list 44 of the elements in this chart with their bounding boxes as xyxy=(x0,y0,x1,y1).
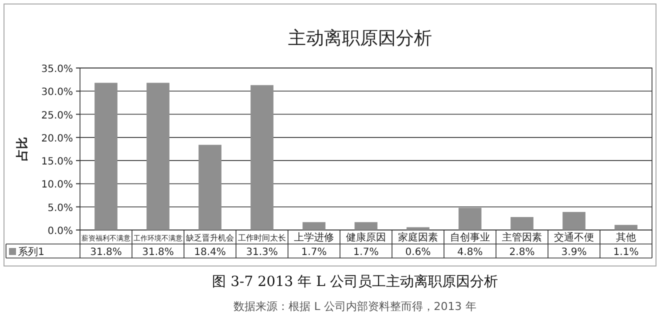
y-tick-label: 5.0% xyxy=(48,202,73,214)
bar xyxy=(198,144,222,230)
y-tick-label: 20.0% xyxy=(41,133,73,144)
x-tick-label: 缺乏晋升机会 xyxy=(186,232,234,242)
y-tick-label: 25.0% xyxy=(41,110,73,122)
data-label: 31.3% xyxy=(246,247,278,258)
x-tick-label: 工作时间太长 xyxy=(238,232,286,242)
y-axis-title: 占比 xyxy=(15,137,29,161)
data-label: 18.4% xyxy=(194,247,226,258)
bar xyxy=(94,82,118,230)
x-tick-label: 健康原因 xyxy=(346,232,386,244)
x-tick-label: 其他 xyxy=(616,232,636,244)
y-tick-label: 0.0% xyxy=(48,226,73,237)
y-tick-label: 15.0% xyxy=(41,156,73,168)
chart-title: 主动离职原因分析 xyxy=(288,28,432,49)
bar xyxy=(146,82,170,230)
x-tick-label: 交通不便 xyxy=(554,232,594,244)
data-label: 1.7% xyxy=(353,247,379,258)
caption: 图 3-7 2013 年 L 公司员工主动离职原因分析 xyxy=(212,274,498,290)
data-label: 31.8% xyxy=(142,247,174,258)
bar xyxy=(614,224,638,230)
y-tick-label: 35.0% xyxy=(41,64,73,75)
legend-label: 系列1 xyxy=(18,246,44,258)
x-tick-label: 上学进修 xyxy=(294,232,334,244)
y-tick-label: 30.0% xyxy=(41,87,73,98)
data-label: 3.9% xyxy=(561,247,587,258)
x-tick-label: 家庭因素 xyxy=(398,232,438,244)
bar xyxy=(406,227,430,230)
bar xyxy=(250,85,274,230)
data-label: 1.1% xyxy=(613,247,639,258)
x-tick-label: 主管因素 xyxy=(502,232,542,244)
bar xyxy=(302,222,326,230)
y-tick-label: 10.0% xyxy=(41,180,73,191)
bar xyxy=(458,208,482,230)
bar xyxy=(354,222,378,230)
data-label: 0.6% xyxy=(405,247,431,258)
bar xyxy=(510,217,534,230)
bar xyxy=(562,212,586,230)
data-label: 2.8% xyxy=(509,247,535,258)
data-label: 31.8% xyxy=(90,247,122,258)
data-label: 1.7% xyxy=(301,247,327,258)
source-note: 数据来源：根据 L 公司内部资料整而得，2013 年 xyxy=(234,300,476,313)
data-label: 4.8% xyxy=(457,247,483,258)
x-tick-label: 自创事业 xyxy=(450,232,490,244)
